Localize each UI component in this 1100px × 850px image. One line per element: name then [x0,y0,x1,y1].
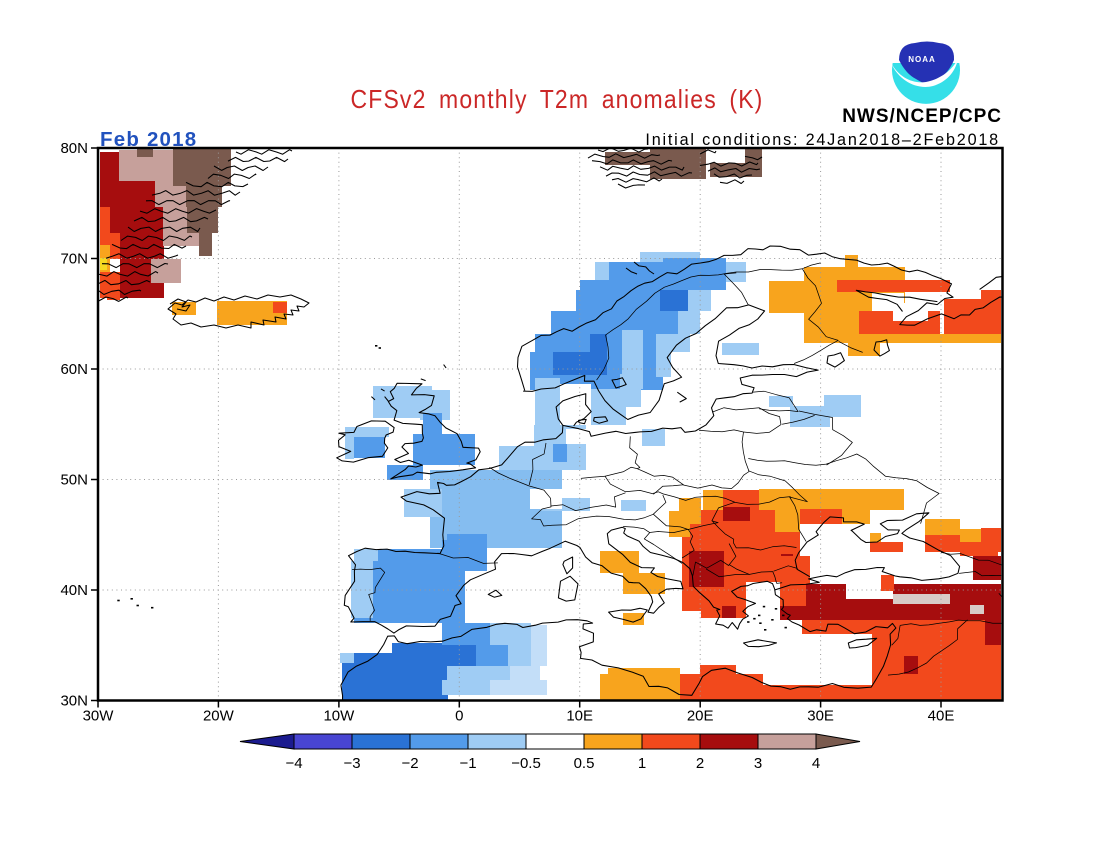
svg-text:4: 4 [812,755,820,772]
svg-text:Initial conditions: 24Jan2018–: Initial conditions: 24Jan2018–2Feb2018 [645,131,1000,149]
svg-text:−2: −2 [401,755,418,772]
svg-text:10W: 10W [323,708,355,725]
svg-text:40E: 40E [928,708,955,725]
svg-text:3: 3 [754,755,762,772]
svg-text:0.5: 0.5 [574,755,595,772]
svg-text:30N: 30N [60,693,88,710]
svg-text:60N: 60N [60,361,88,378]
svg-text:40N: 40N [60,582,88,599]
svg-text:−3: −3 [343,755,360,772]
svg-text:30W: 30W [83,708,115,725]
svg-text:20W: 20W [203,708,235,725]
svg-text:CFSv2 monthly T2m anomalies (K: CFSv2 monthly T2m anomalies (K) [351,86,764,115]
svg-text:NOAA: NOAA [908,55,936,64]
svg-text:NWS/NCEP/CPC: NWS/NCEP/CPC [842,106,1002,127]
svg-text:−4: −4 [285,755,302,772]
svg-text:2: 2 [696,755,704,772]
svg-text:80N: 80N [60,140,88,157]
svg-text:Feb 2018: Feb 2018 [100,128,197,151]
svg-text:−0.5: −0.5 [511,755,541,772]
svg-text:30E: 30E [807,708,834,725]
svg-text:−1: −1 [459,755,476,772]
svg-text:10E: 10E [566,708,593,725]
svg-text:50N: 50N [60,472,88,489]
svg-text:70N: 70N [60,251,88,268]
svg-text:1: 1 [638,755,646,772]
svg-text:0: 0 [455,708,463,725]
svg-text:20E: 20E [687,708,714,725]
